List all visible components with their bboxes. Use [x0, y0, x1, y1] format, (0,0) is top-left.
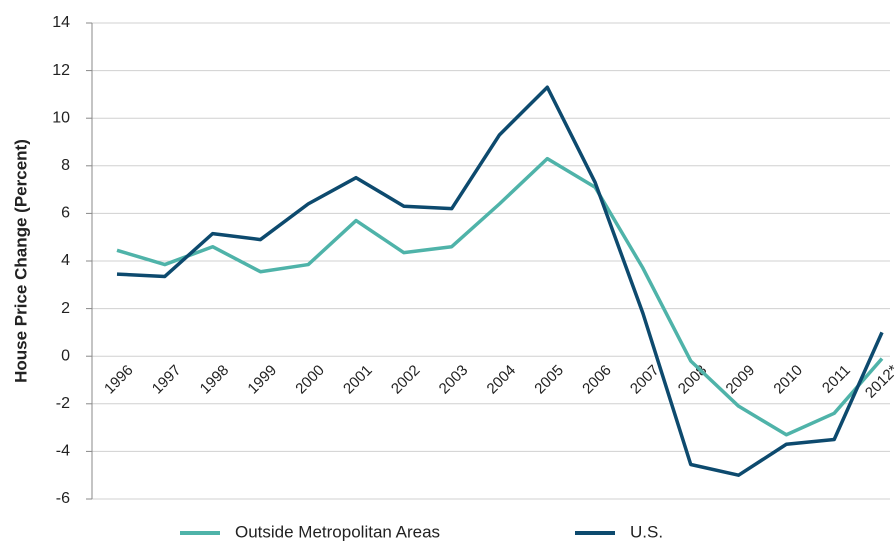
legend-label: U.S.	[630, 522, 663, 541]
x-tick-label: 2002	[388, 362, 424, 398]
y-tick-label: 14	[52, 14, 70, 31]
y-tick-label: 0	[61, 347, 70, 364]
series-line	[116, 85, 884, 477]
y-tick-label: -4	[56, 443, 70, 460]
y-tick-label: 8	[61, 157, 70, 174]
y-tick-label: 6	[61, 205, 70, 222]
x-tick-label: 1999	[244, 362, 280, 398]
x-tick-label: 2005	[531, 362, 567, 398]
x-tick-label: 2004	[484, 362, 520, 398]
y-tick-label: -6	[56, 490, 70, 507]
x-tick-label: 1996	[101, 362, 137, 398]
x-tick-label: 2003	[436, 362, 472, 398]
legend-label: Outside Metropolitan Areas	[235, 522, 440, 541]
y-axis-title: House Price Change (Percent)	[11, 139, 30, 383]
x-tick-label: 2008	[675, 362, 711, 398]
x-tick-label: 2011	[819, 362, 854, 397]
x-tick-label: 2000	[292, 362, 328, 398]
x-tick-label: 2010	[770, 362, 806, 398]
series-line	[116, 156, 884, 437]
x-tick-label: 2006	[579, 362, 615, 398]
y-tick-label: 4	[61, 252, 70, 269]
x-tick-label: 1997	[149, 362, 185, 398]
y-tick-label: 2	[61, 300, 70, 317]
y-tick-label: -2	[56, 395, 70, 412]
x-tick-label: 1998	[197, 362, 233, 398]
y-tick-label: 10	[52, 109, 70, 126]
x-tick-label: 2009	[723, 362, 759, 398]
x-tick-label: 2007	[627, 362, 663, 398]
y-tick-label: 12	[52, 62, 70, 79]
x-tick-label: 2001	[340, 362, 376, 398]
